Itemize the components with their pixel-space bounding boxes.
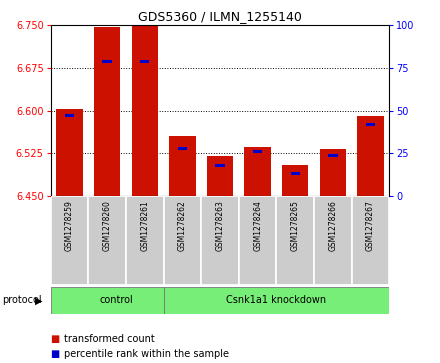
Bar <box>282 165 308 196</box>
Bar <box>51 287 164 314</box>
Text: GSM1278265: GSM1278265 <box>291 200 300 251</box>
Bar <box>103 60 112 63</box>
Text: Csnk1a1 knockdown: Csnk1a1 knockdown <box>227 295 326 305</box>
Bar <box>132 25 158 196</box>
Text: GSM1278260: GSM1278260 <box>103 200 112 251</box>
Bar <box>328 154 337 156</box>
Bar <box>314 196 352 285</box>
Bar <box>201 196 239 285</box>
Bar <box>276 196 314 285</box>
Bar <box>357 117 384 196</box>
Bar <box>51 196 88 285</box>
Text: GSM1278262: GSM1278262 <box>178 200 187 251</box>
Bar <box>164 287 389 314</box>
Bar <box>207 156 233 196</box>
Text: GSM1278266: GSM1278266 <box>328 200 337 251</box>
Text: ■: ■ <box>51 334 60 344</box>
Text: transformed count: transformed count <box>64 334 154 344</box>
Text: GSM1278263: GSM1278263 <box>216 200 224 251</box>
Text: GSM1278261: GSM1278261 <box>140 200 149 251</box>
Text: GSM1278259: GSM1278259 <box>65 200 74 251</box>
Bar <box>366 123 375 126</box>
Bar <box>94 27 120 196</box>
Bar <box>253 150 262 153</box>
Bar <box>291 172 300 175</box>
Text: GSM1278267: GSM1278267 <box>366 200 375 251</box>
Text: protocol: protocol <box>2 295 42 305</box>
Bar <box>65 114 74 117</box>
Bar <box>56 109 83 196</box>
Bar <box>320 149 346 196</box>
Text: GSM1278264: GSM1278264 <box>253 200 262 251</box>
Text: percentile rank within the sample: percentile rank within the sample <box>64 349 229 359</box>
Bar <box>352 196 389 285</box>
Title: GDS5360 / ILMN_1255140: GDS5360 / ILMN_1255140 <box>138 10 302 23</box>
Bar <box>164 196 201 285</box>
Text: control: control <box>99 295 133 305</box>
Text: ■: ■ <box>51 349 60 359</box>
Bar <box>216 164 224 167</box>
Bar <box>140 60 149 63</box>
Text: ▶: ▶ <box>35 295 43 305</box>
Bar <box>88 196 126 285</box>
Bar <box>178 147 187 150</box>
Bar <box>239 196 276 285</box>
Bar <box>126 196 164 285</box>
Bar <box>169 136 195 196</box>
Bar <box>245 147 271 196</box>
